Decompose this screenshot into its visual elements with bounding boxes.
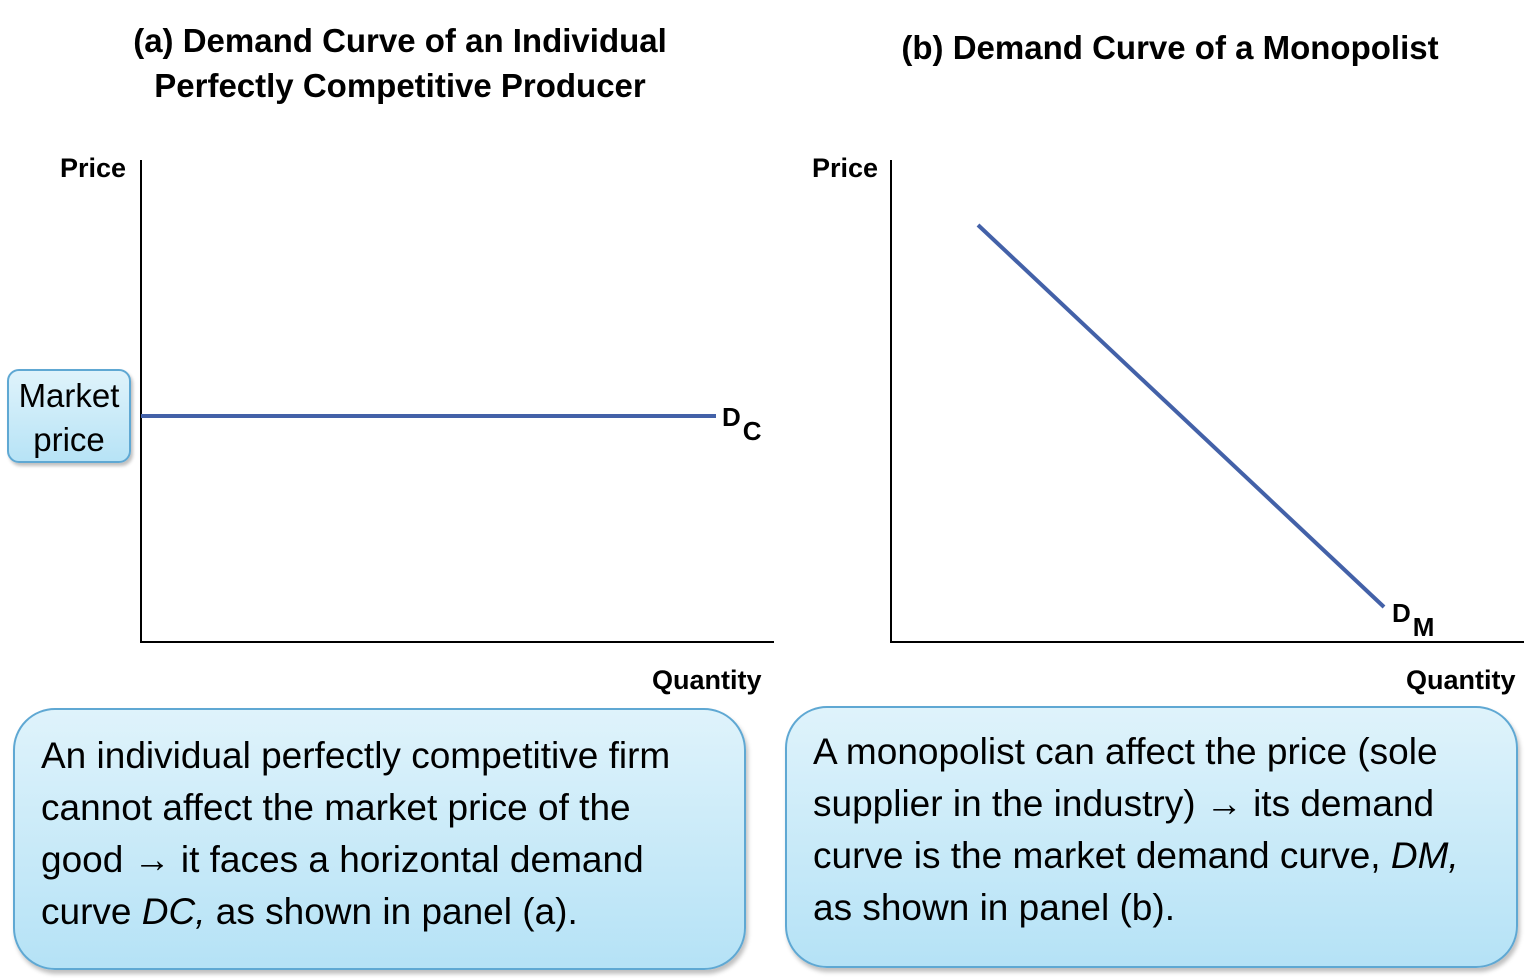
note-b-line1: A monopolist can affect the price (sole <box>813 731 1438 772</box>
note-a-line2: cannot affect the market price of the <box>41 787 631 828</box>
curve-label-dc-main: D <box>722 402 741 432</box>
panel-b-x-axis-label: Quantity <box>1406 665 1516 695</box>
curve-label-dm-sub: M <box>1412 612 1435 642</box>
panel-a-title-line2: Perfectly Competitive Producer <box>154 67 646 104</box>
curve-label-dm: DM <box>1392 598 1434 642</box>
note-a-line4-start: curve <box>41 891 142 932</box>
panel-a-explanation: An individual perfectly competitive firm… <box>13 708 746 970</box>
panel-a-y-axis-label: Price <box>60 153 127 183</box>
curve-label-dc-sub: C <box>742 416 762 446</box>
note-a-curve-name: DC, <box>141 891 206 932</box>
market-price-line1: Market <box>18 377 120 414</box>
market-price-line2: price <box>33 421 105 458</box>
note-b-line2: supplier in the industry) → its demand <box>813 783 1435 824</box>
note-a-line1: An individual perfectly competitive firm <box>41 735 671 776</box>
note-a-line3: good → it faces a horizontal demand <box>41 839 644 880</box>
panel-a-x-axis-label: Quantity <box>652 665 762 695</box>
panel-a-title-line1: (a) Demand Curve of an Individual <box>133 22 667 59</box>
note-b-line4: as shown in panel (b). <box>813 887 1175 928</box>
market-price-box: Market price <box>7 369 131 463</box>
curve-label-dm-main: D <box>1392 598 1411 628</box>
panel-b-explanation: A monopolist can affect the price (sole … <box>785 706 1518 968</box>
curve-label-dc: DC <box>722 402 762 446</box>
panel-b-y-axis-label: Price <box>812 153 879 183</box>
note-b-line3-start: curve is the market demand curve, <box>813 835 1391 876</box>
panel-a-title: (a) Demand Curve of an Individual Perfec… <box>100 18 700 108</box>
note-a-line4-end: as shown in panel (a). <box>205 891 578 932</box>
note-b-line3: curve is the market demand curve, DM, <box>813 830 1506 882</box>
demand-curve-dm <box>976 223 1386 609</box>
note-b-curve-name: DM, <box>1390 835 1459 876</box>
note-a-line4: curve DC, as shown in panel (a). <box>41 886 734 938</box>
panel-b-title: (b) Demand Curve of a Monopolist <box>901 29 1439 66</box>
